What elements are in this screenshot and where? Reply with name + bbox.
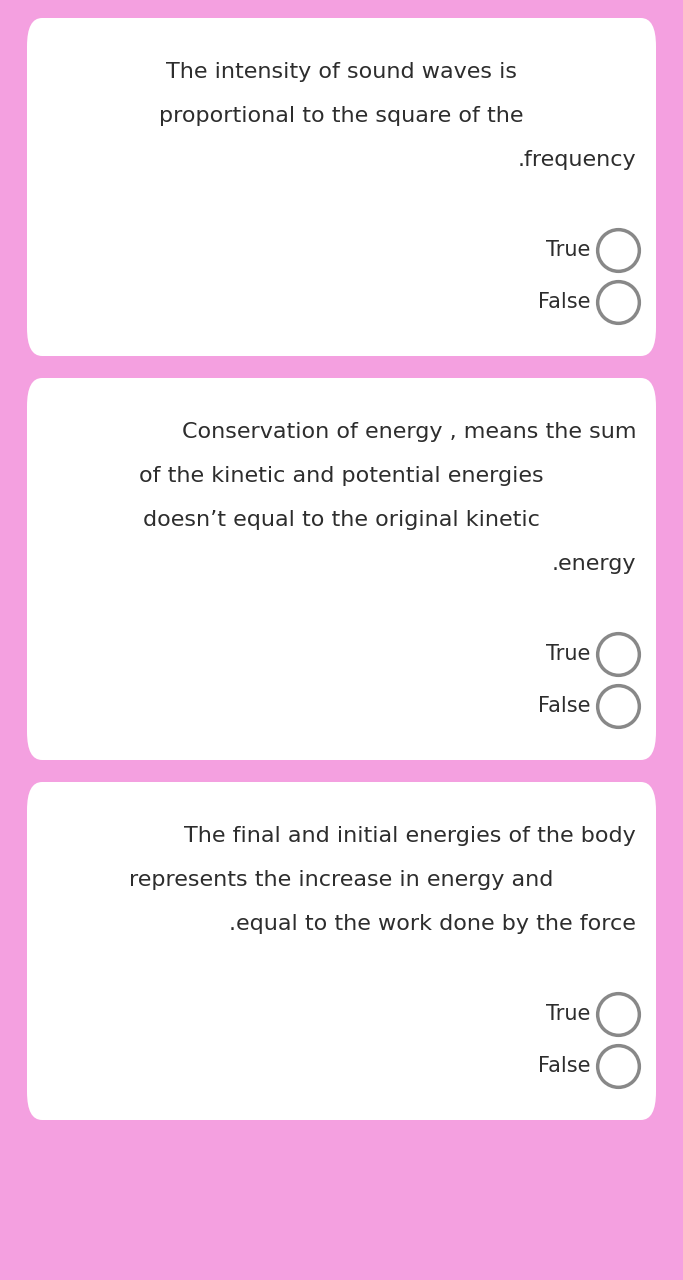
Text: .energy: .energy: [551, 554, 636, 573]
Point: [0, 0, 6, 12]
Point: [0, 0, 6, 10]
Text: .frequency: .frequency: [518, 150, 636, 170]
Point: [0, 0, 6, 10]
FancyBboxPatch shape: [27, 18, 656, 356]
Point: [0, 0, 6, 10]
Text: True: True: [546, 1004, 590, 1024]
Text: The final and initial energies of the body: The final and initial energies of the bo…: [184, 826, 636, 846]
Text: of the kinetic and potential energies: of the kinetic and potential energies: [139, 466, 544, 486]
FancyBboxPatch shape: [27, 378, 656, 760]
Text: represents the increase in energy and: represents the increase in energy and: [129, 870, 554, 890]
Text: False: False: [538, 292, 590, 312]
Text: False: False: [538, 696, 590, 716]
Text: True: True: [546, 241, 590, 260]
Text: The intensity of sound waves is: The intensity of sound waves is: [166, 61, 517, 82]
Text: proportional to the square of the: proportional to the square of the: [159, 106, 524, 125]
Point: [0, 0, 6, 10]
Text: .equal to the work done by the force: .equal to the work done by the force: [229, 914, 636, 934]
Text: Conservation of energy , means the sum: Conservation of energy , means the sum: [182, 422, 636, 442]
Text: doesn’t equal to the original kinetic: doesn’t equal to the original kinetic: [143, 509, 540, 530]
FancyBboxPatch shape: [27, 782, 656, 1120]
Text: True: True: [546, 644, 590, 664]
Point: [0, 0, 6, 12]
Text: False: False: [538, 1056, 590, 1076]
